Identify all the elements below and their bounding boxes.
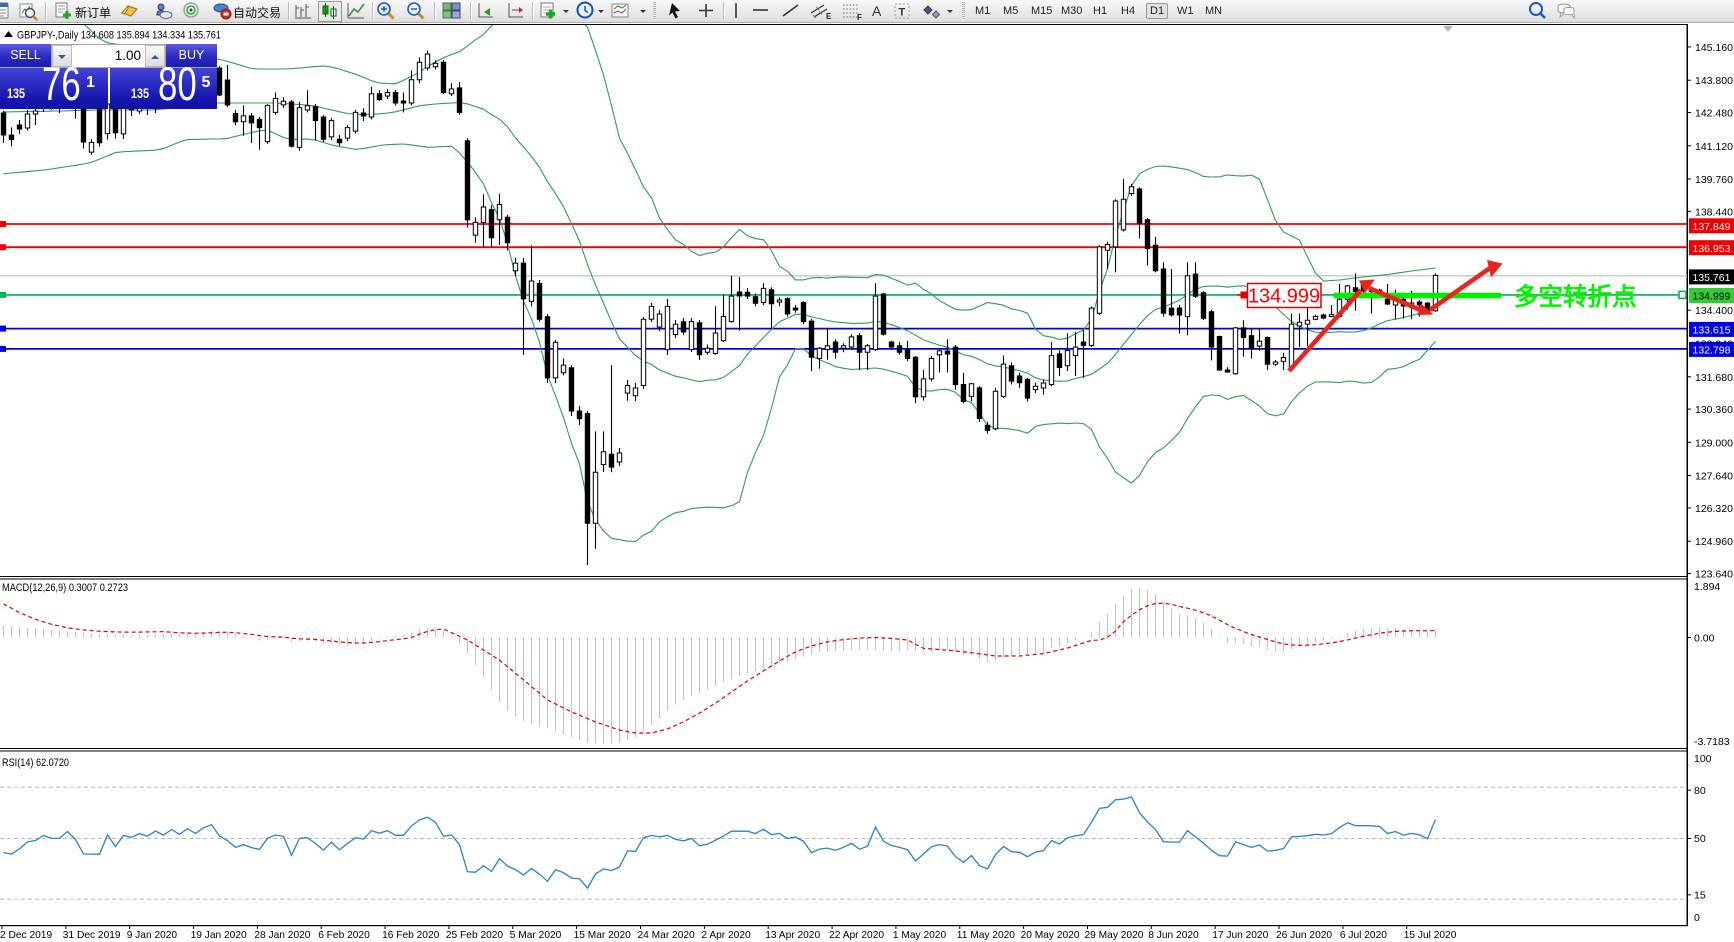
svg-text:131.680: 131.680 (1695, 372, 1733, 384)
svg-text:123.640: 123.640 (1695, 569, 1733, 581)
svg-text:50: 50 (1694, 833, 1706, 845)
svg-text:GBPJPY-,Daily 134.608 135.894: GBPJPY-,Daily 134.608 135.894 134.334 13… (17, 30, 221, 42)
svg-text:132.798: 132.798 (1693, 345, 1731, 357)
svg-text:139.760: 139.760 (1695, 174, 1733, 186)
svg-text:22 Apr 2020: 22 Apr 2020 (829, 930, 884, 941)
svg-text:6 Jul 2020: 6 Jul 2020 (1340, 930, 1387, 941)
svg-text:100: 100 (1694, 753, 1712, 765)
svg-text:F: F (857, 13, 862, 22)
svg-text:15 Mar 2020: 15 Mar 2020 (574, 930, 632, 941)
svg-text:137.849: 137.849 (1693, 221, 1731, 233)
svg-text:E: E (826, 12, 832, 21)
svg-text:15 Jul 2020: 15 Jul 2020 (1404, 930, 1457, 941)
svg-text:31 Dec 2019: 31 Dec 2019 (63, 930, 121, 941)
svg-text:134.999: 134.999 (1693, 291, 1731, 303)
svg-text:13 Apr 2020: 13 Apr 2020 (765, 930, 820, 941)
svg-text:138.440: 138.440 (1695, 206, 1733, 218)
svg-text:29 May 2020: 29 May 2020 (1085, 930, 1144, 941)
svg-text:136.953: 136.953 (1693, 243, 1731, 255)
svg-text:143.800: 143.800 (1695, 75, 1733, 87)
svg-text:141.120: 141.120 (1695, 141, 1733, 153)
svg-text:2 Apr 2020: 2 Apr 2020 (701, 930, 751, 941)
svg-text:9 Jan 2020: 9 Jan 2020 (127, 930, 178, 941)
svg-text:16 Feb 2020: 16 Feb 2020 (382, 930, 440, 941)
svg-text:1 May 2020: 1 May 2020 (893, 930, 947, 941)
svg-text:129.000: 129.000 (1695, 437, 1733, 449)
svg-text:24 Mar 2020: 24 Mar 2020 (638, 930, 696, 941)
svg-text:134.999: 134.999 (1248, 286, 1320, 308)
svg-text:133.615: 133.615 (1693, 325, 1731, 337)
svg-text:26 Jun 2020: 26 Jun 2020 (1276, 930, 1332, 941)
svg-text:19 Jan 2020: 19 Jan 2020 (191, 930, 247, 941)
svg-text:127.640: 127.640 (1695, 471, 1733, 483)
svg-text:1.894: 1.894 (1694, 581, 1720, 593)
svg-text:130.360: 130.360 (1695, 404, 1733, 416)
svg-text:6 Feb 2020: 6 Feb 2020 (318, 930, 370, 941)
svg-text:126.320: 126.320 (1695, 503, 1733, 515)
svg-text:145.160: 145.160 (1695, 42, 1733, 54)
svg-text:15: 15 (1694, 890, 1706, 902)
svg-text:11 May 2020: 11 May 2020 (957, 930, 1015, 941)
svg-text:8 Jun 2020: 8 Jun 2020 (1148, 930, 1199, 941)
svg-text:28 Jan 2020: 28 Jan 2020 (254, 930, 310, 941)
svg-text:RSI(14) 62.0720: RSI(14) 62.0720 (2, 757, 69, 769)
svg-text:124.960: 124.960 (1695, 536, 1733, 548)
svg-text:17 Jun 2020: 17 Jun 2020 (1212, 930, 1268, 941)
svg-text:134.400: 134.400 (1695, 305, 1733, 317)
svg-text:0.00: 0.00 (1694, 633, 1715, 645)
svg-text:MACD(12,26,9) 0.3007 0.2723: MACD(12,26,9) 0.3007 0.2723 (2, 582, 128, 594)
svg-text:-3.7183: -3.7183 (1694, 736, 1730, 748)
svg-text:多空转折点: 多空转折点 (1514, 282, 1637, 311)
svg-text:142.480: 142.480 (1695, 108, 1733, 120)
svg-text:T: T (899, 7, 906, 19)
svg-text:80: 80 (1694, 785, 1706, 797)
svg-text:0: 0 (1694, 912, 1700, 924)
svg-text:5 Mar 2020: 5 Mar 2020 (510, 930, 562, 941)
svg-text:20 May 2020: 20 May 2020 (1021, 930, 1080, 941)
svg-text:25 Feb 2020: 25 Feb 2020 (446, 930, 504, 941)
svg-text:A: A (872, 3, 882, 19)
svg-text:2 Dec 2019: 2 Dec 2019 (0, 930, 52, 941)
svg-text:135.761: 135.761 (1693, 272, 1731, 284)
